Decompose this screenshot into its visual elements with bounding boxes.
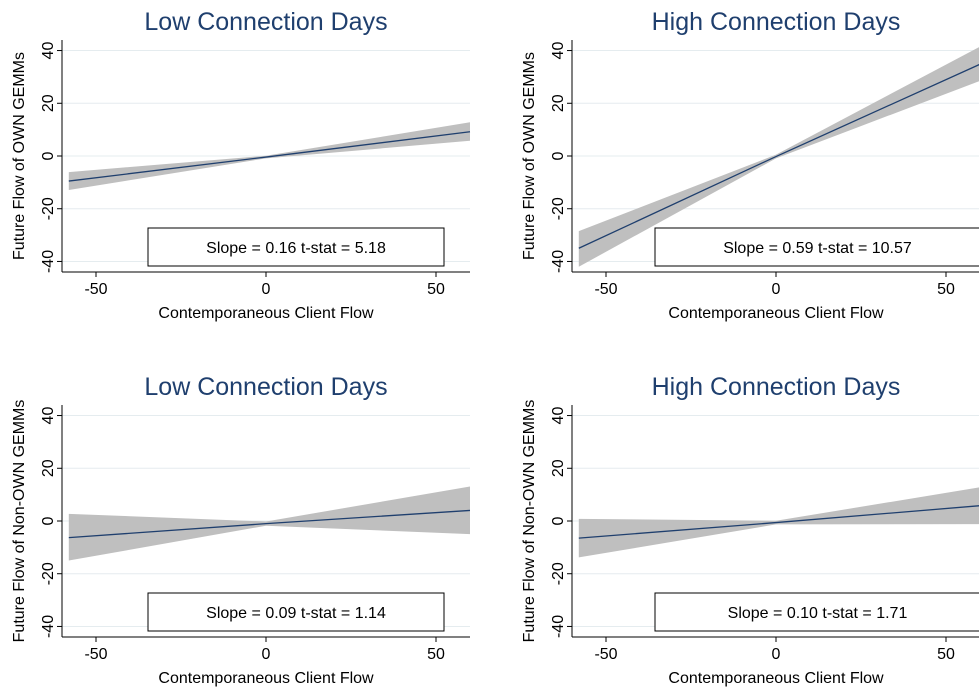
y-tick-label: 40 [550,407,567,425]
y-axis-label: Future Flow of OWN GEMMs [11,52,28,260]
y-tick-label: -40 [550,615,567,638]
y-tick-label: 20 [550,94,567,112]
y-tick-label: 0 [40,151,57,160]
stats-box [147,592,445,632]
fit-line [68,509,471,539]
x-tick-label: -50 [594,281,617,298]
y-tick-label: -20 [550,562,567,585]
y-tick-label: 0 [550,151,567,160]
stats-text: Slope = 0.59 t-stat = 10.57 [723,240,912,257]
chart-title: High Connection Days [652,373,901,401]
x-axis-label: Contemporaneous Client Flow [158,305,374,322]
y-tick-label: 20 [40,459,57,477]
chart-title: High Connection Days [652,8,901,36]
y-tick-label: 40 [550,42,567,60]
x-tick-label: -50 [594,646,617,663]
chart-svg: -40 -20 0 20 40 -50 0 50 High Connection Days Con… [521,8,979,322]
chart-panel-top-right: -40 -20 0 20 40 -50 0 50 High Connection Days Con… [510,0,979,335]
x-axis-label: Contemporaneous Client Flow [668,305,884,322]
x-tick-label: 0 [772,281,781,298]
x-tick-label: 0 [772,646,781,663]
stats-text: Slope = 0.16 t-stat = 5.18 [206,240,386,257]
chart-title: Low Connection Days [144,8,387,36]
chart-panel-bottom-left: -40 -20 0 20 40 -50 0 50 Low Connection Days Cont… [0,365,471,700]
chart-svg: -40 -20 0 20 40 -50 0 50 Low Connection Days Cont… [11,373,471,687]
confidence-band [578,47,979,267]
chart-svg: -40 -20 0 20 40 -50 0 50 High Connection Days Con… [521,373,979,687]
stats-box [654,227,979,267]
stats-text: Slope = 0.10 t-stat = 1.71 [728,605,908,622]
x-tick-label: -50 [84,281,107,298]
stats-box [147,227,445,267]
x-tick-label: -50 [84,646,107,663]
stats-text: Slope = 0.09 t-stat = 1.14 [206,605,386,622]
y-tick-label: -20 [550,197,567,220]
chart-panel-bottom-right: -40 -20 0 20 40 -50 0 50 High Connection Days Con… [510,365,979,700]
y-tick-label: 0 [550,516,567,525]
x-tick-label: 50 [427,281,445,298]
x-axis-label: Contemporaneous Client Flow [668,670,884,687]
y-tick-label: 20 [550,459,567,477]
x-tick-label: 50 [427,646,445,663]
fit-line [578,63,979,249]
y-tick-label: -20 [40,562,57,585]
fit-line [68,131,471,182]
chart-svg: -40 -20 0 20 40 -50 0 50 Low Connection Days Cont… [11,8,471,322]
y-axis-label: Future Flow of Non-OWN GEMMs [521,400,538,643]
x-tick-label: 50 [937,281,955,298]
y-tick-label: -40 [40,250,57,273]
y-axis-label: Future Flow of OWN GEMMs [521,52,538,260]
y-tick-label: 40 [40,42,57,60]
chart-panel-top-left: -40 -20 0 20 40 -50 0 50 Low Connection Days Cont… [0,0,471,335]
y-tick-label: 20 [40,94,57,112]
stats-box [654,592,979,632]
y-tick-label: 0 [40,516,57,525]
x-tick-label: 50 [937,646,955,663]
x-tick-label: 0 [262,646,271,663]
y-tick-label: -20 [40,197,57,220]
y-axis-label: Future Flow of Non-OWN GEMMs [11,400,28,643]
chart-title: Low Connection Days [144,373,387,401]
y-tick-label: -40 [40,615,57,638]
x-tick-label: 0 [262,281,271,298]
y-tick-label: 40 [40,407,57,425]
fit-line [578,505,979,539]
y-tick-label: -40 [550,250,567,273]
x-axis-label: Contemporaneous Client Flow [158,670,374,687]
